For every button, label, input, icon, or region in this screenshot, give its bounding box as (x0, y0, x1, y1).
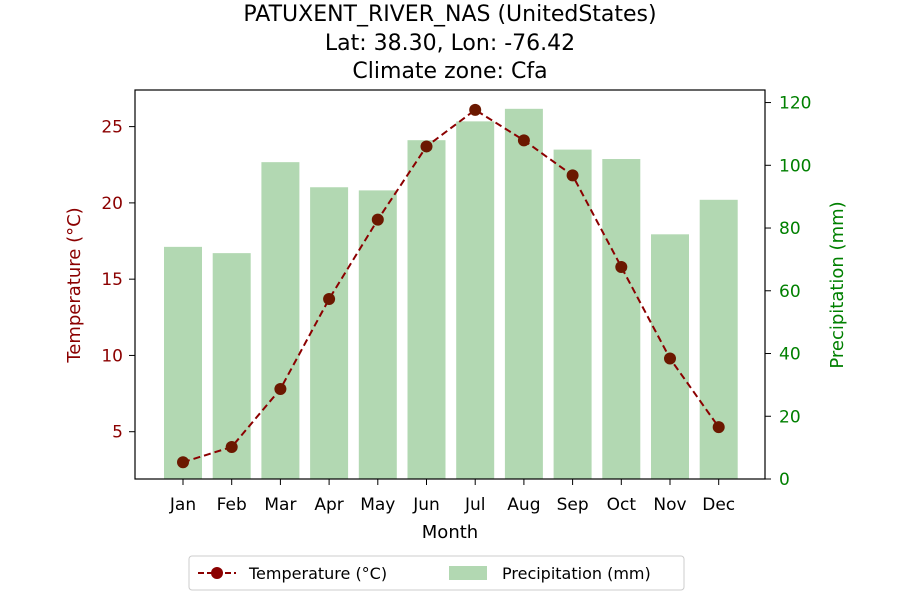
precipitation-bar-may (358, 190, 397, 480)
month-tick-label-oct: Oct (607, 495, 637, 515)
precipitation-tick-label-60: 60 (779, 282, 801, 302)
precipitation-axis: 0 20 40 60 80 100 120 (765, 94, 811, 490)
temperature-point-jul (469, 103, 482, 116)
chart-title-line-3: Climate zone: Cfa (352, 59, 547, 84)
precipitation-tick-label-100: 100 (779, 156, 811, 176)
temperature-tick-label-10: 10 (101, 346, 123, 366)
precipitation-bar-aug (504, 108, 543, 480)
month-tick-label-jun: Jun (412, 495, 440, 515)
chart-title-line-2: Lat: 38.30, Lon: -76.42 (325, 31, 575, 56)
temperature-point-jan (177, 456, 189, 469)
legend-temperature-marker (211, 567, 223, 579)
month-tick-label-jan: Jan (169, 495, 196, 515)
temperature-point-may (371, 213, 384, 226)
temperature-point-apr (323, 292, 336, 305)
temperature-point-jun (420, 140, 433, 153)
month-tick-label-feb: Feb (217, 495, 247, 515)
temperature-axis-label: Temperature (°C) (64, 207, 85, 363)
precipitation-tick-label-40: 40 (779, 345, 801, 365)
precipitation-tick-label-0: 0 (779, 470, 790, 490)
temperature-point-oct (615, 260, 628, 273)
month-tick-label-sep: Sep (557, 495, 589, 515)
temperature-point-feb (225, 440, 238, 453)
legend-precipitation-swatch (449, 566, 487, 580)
precipitation-bar-oct (602, 159, 641, 480)
temperature-line (182, 108, 720, 464)
month-axis: Jan Feb Mar Apr May Jun Jul Aug Sep Oct Nov Dec (169, 479, 735, 515)
x-axis-label: Month (422, 522, 478, 543)
plot-frame (134, 89, 766, 480)
temperature-point-nov (664, 352, 676, 365)
month-tick-label-aug: Aug (507, 495, 540, 515)
month-tick-label-apr: Apr (314, 495, 343, 515)
temperature-point-dec (712, 421, 725, 434)
precipitation-bar-jun (407, 140, 446, 479)
legend-box (188, 555, 685, 591)
precipitation-tick-label-80: 80 (779, 219, 801, 239)
precipitation-bar-apr (310, 187, 349, 479)
chart-title-line-1: PATUXENT_RIVER_NAS (UnitedStates) (243, 2, 656, 27)
precipitation-bar-sep (553, 149, 592, 479)
precipitation-tick-label-20: 20 (779, 407, 801, 427)
precipitation-bar-dec (699, 199, 738, 479)
precipitation-bar-jul (456, 121, 495, 479)
temperature-tick-label-20: 20 (101, 194, 123, 214)
precipitation-bar-jan (164, 246, 202, 479)
precipitation-bar-mar (261, 162, 300, 479)
month-tick-label-nov: Nov (653, 495, 686, 515)
temperature-tick-label-25: 25 (101, 118, 123, 138)
temperature-point-aug (517, 134, 530, 147)
temperature-point-mar (274, 382, 287, 395)
temperature-axis: 5 10 15 20 25 (101, 118, 135, 443)
legend-precipitation-label: Precipitation (mm) (502, 564, 651, 583)
month-tick-label-mar: Mar (264, 495, 296, 515)
precipitation-bars (164, 108, 738, 480)
temperature-tick-label-15: 15 (101, 270, 123, 290)
legend: Temperature (°C) Precipitation (mm) (188, 555, 685, 591)
precipitation-axis-label: Precipitation (mm) (827, 201, 848, 368)
temperature-line-series (177, 103, 725, 469)
month-tick-label-dec: Dec (702, 495, 735, 515)
temperature-point-sep (566, 169, 579, 182)
legend-temperature-label: Temperature (°C) (248, 564, 387, 583)
month-tick-label-jul: Jul (464, 495, 486, 515)
temperature-tick-label-5: 5 (112, 423, 123, 443)
precipitation-tick-label-120: 120 (779, 94, 811, 114)
month-tick-label-may: May (360, 495, 395, 515)
